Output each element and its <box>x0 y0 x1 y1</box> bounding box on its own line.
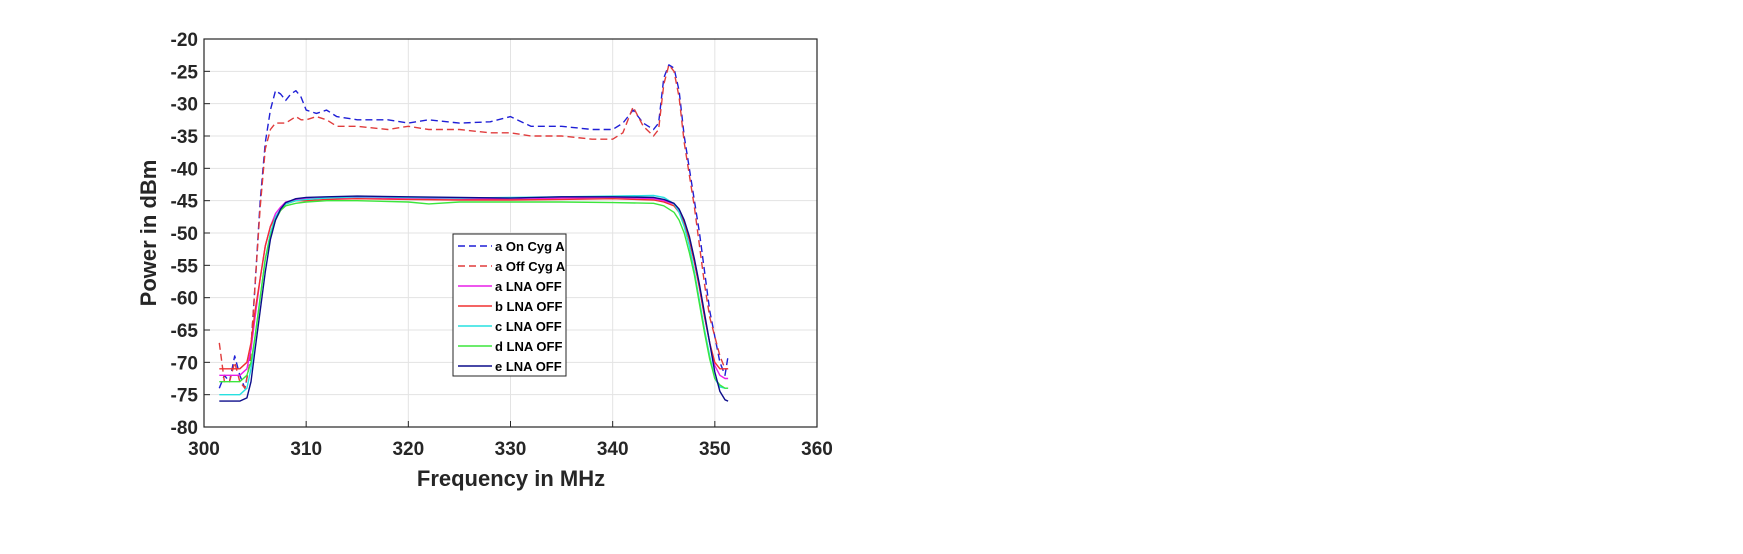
x-tick-label: 340 <box>597 439 629 460</box>
y-tick-label: -20 <box>171 30 198 51</box>
y-axis-ticks: -20 -25 -30 -35 -40 -45 -50 -55 -60 -65 -70 -75 -80 <box>171 30 210 439</box>
y-tick-label: -35 <box>171 127 199 148</box>
y-tick-label: -60 <box>171 289 198 310</box>
legend-label: e LNA OFF <box>495 359 562 374</box>
legend-box <box>452 233 567 377</box>
y-tick-label: -40 <box>171 159 198 180</box>
y-tick-label: -50 <box>171 224 198 245</box>
x-axis-ticks: 300 310 320 330 340 350 360 <box>188 421 833 460</box>
series-line-7 <box>219 195 729 402</box>
series-line-2 <box>218 64 729 389</box>
y-tick-label: -80 <box>171 418 198 439</box>
x-tick-label: 360 <box>801 439 833 460</box>
series-line-6 <box>219 199 729 389</box>
legend: a On Cyg A a Off Cyg A a LNA OFF b LNA OFF c… <box>452 233 567 377</box>
x-tick-label: 300 <box>188 439 220 460</box>
y-tick-label: -65 <box>171 321 199 342</box>
legend-label: a On Cyg A <box>495 239 565 254</box>
x-tick-label: 310 <box>290 439 322 460</box>
legend-label: a LNA OFF <box>495 279 562 294</box>
y-tick-label: -25 <box>171 62 199 83</box>
y-tick-label: -45 <box>171 192 199 213</box>
x-tick-label: 320 <box>392 439 424 460</box>
series-layer <box>218 64 729 402</box>
x-tick-label: 350 <box>699 439 731 460</box>
y-tick-label: -70 <box>171 353 198 374</box>
legend-label: d LNA OFF <box>495 339 562 354</box>
x-tick-label: 330 <box>495 439 527 460</box>
y-tick-label: -30 <box>171 95 198 116</box>
y-tick-label: -75 <box>171 386 199 407</box>
legend-label: b LNA OFF <box>495 299 562 314</box>
x-axis-label: Frequency in MHz <box>417 466 605 491</box>
legend-label: c LNA OFF <box>495 319 562 334</box>
y-axis-label: Power in dBm <box>136 160 161 307</box>
y-tick-label: -55 <box>171 256 199 277</box>
legend-label: a Off Cyg A <box>495 259 566 274</box>
